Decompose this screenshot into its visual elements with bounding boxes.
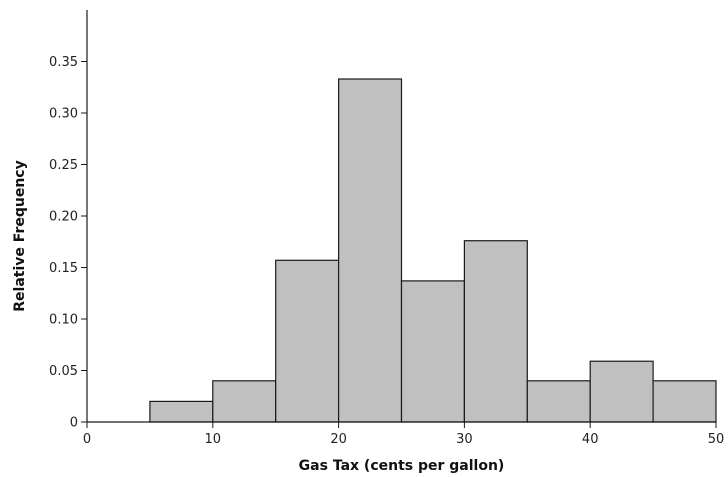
histogram-bar-5	[463, 240, 528, 423]
x-ticks-group: 0 10 20 30 40 50	[83, 422, 724, 447]
x-tick-label-3: 30	[456, 432, 473, 447]
x-axis-title: Gas Tax (cents per gallon)	[299, 458, 505, 474]
histogram-bar-6	[526, 380, 591, 423]
histogram-bar-2	[275, 259, 340, 423]
histogram-bar-7	[589, 360, 654, 423]
y-axis-title: Relative Frequency	[12, 160, 28, 311]
y-tick-label-1: 0.05	[49, 364, 78, 379]
histogram-bar-0	[149, 400, 214, 423]
histogram-bar-4	[400, 280, 466, 423]
x-tick-label-4: 40	[582, 432, 599, 447]
x-tick-label-2: 20	[330, 432, 347, 447]
bars-group	[149, 78, 717, 423]
y-ticks-group: 0 0.05 0.10 0.15 0.20 0.25 0.30 0.35	[49, 55, 87, 431]
y-tick-label-5: 0.25	[49, 158, 78, 173]
histogram-bar-8	[652, 380, 717, 423]
y-tick-label-2: 0.10	[49, 313, 78, 328]
y-tick-label-4: 0.20	[49, 210, 78, 225]
x-tick-label-0: 0	[83, 432, 91, 447]
histogram-bar-1	[212, 380, 277, 423]
x-tick-label-5: 50	[708, 432, 725, 447]
y-tick-label-6: 0.30	[49, 107, 78, 122]
y-tick-label-3: 0.15	[49, 261, 78, 276]
x-tick-label-1: 10	[205, 432, 222, 447]
y-tick-label-0: 0	[70, 416, 78, 431]
histogram-bar-3	[338, 78, 403, 423]
y-tick-label-7: 0.35	[49, 55, 78, 70]
